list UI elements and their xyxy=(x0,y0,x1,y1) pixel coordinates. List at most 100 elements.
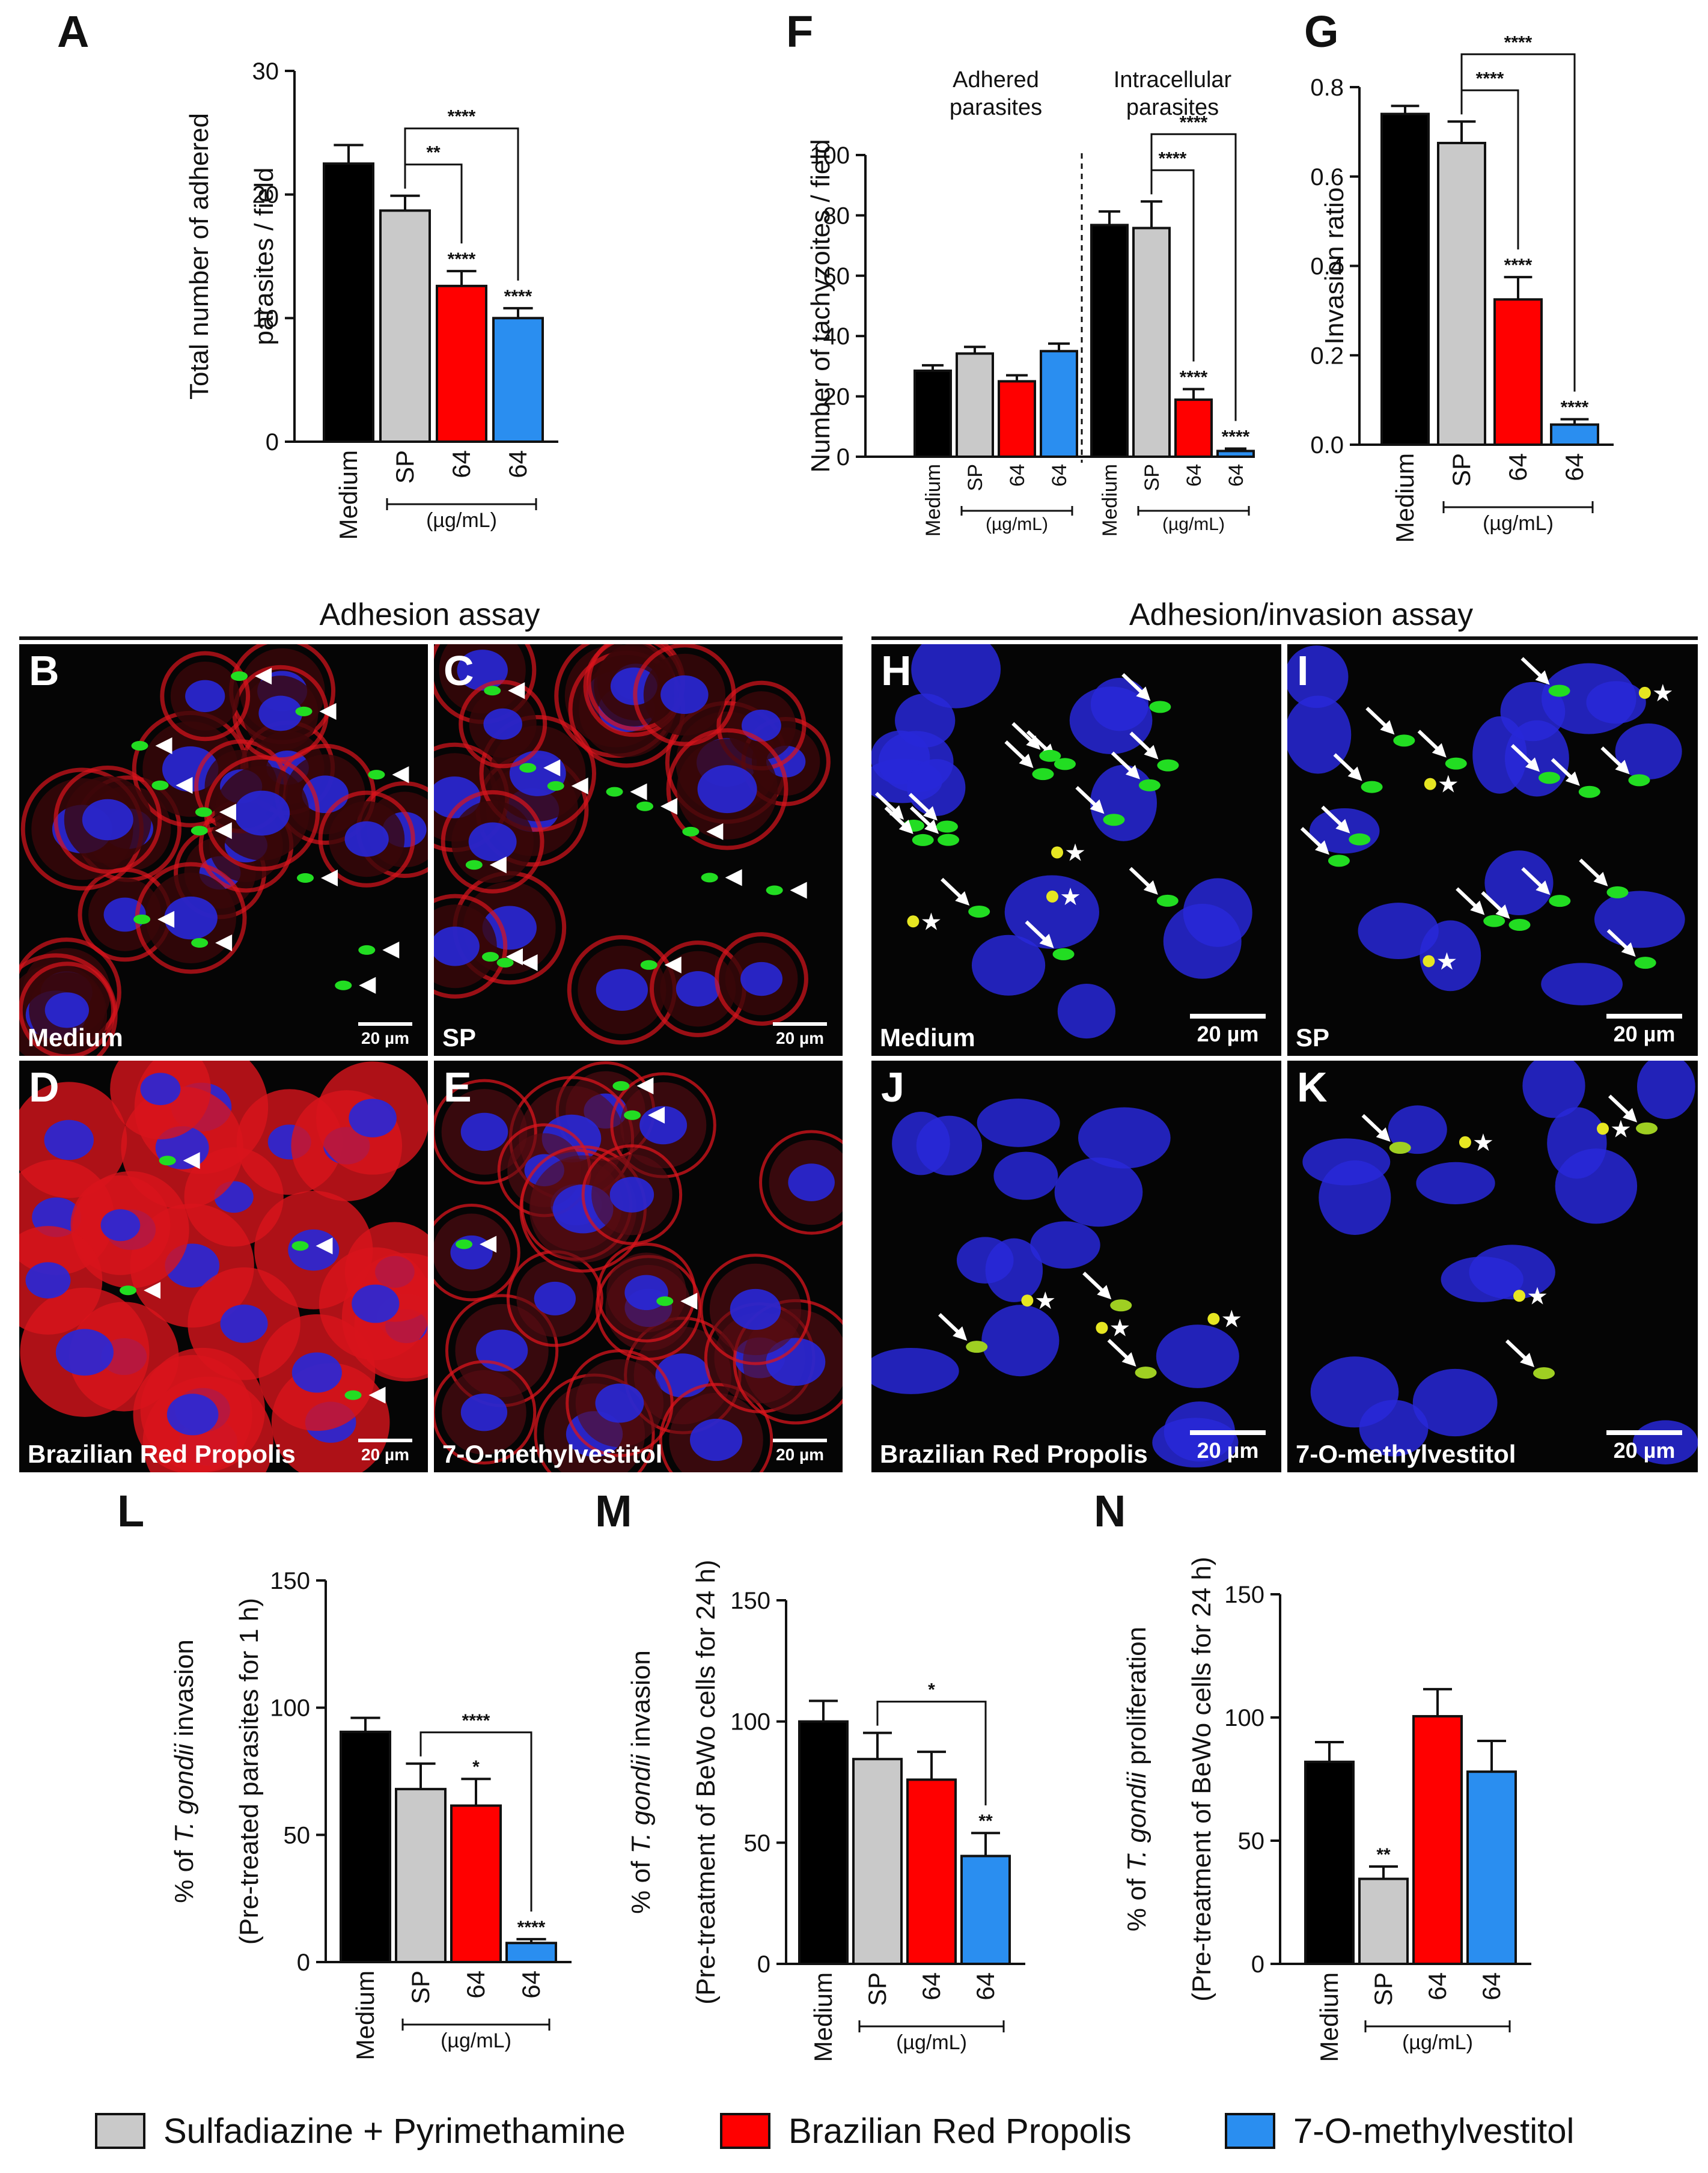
parasite xyxy=(120,1285,137,1296)
bar xyxy=(1412,1714,1463,1965)
nucleus xyxy=(740,962,783,996)
bar xyxy=(395,1788,447,1963)
nucleus xyxy=(1287,645,1349,709)
star-icon: ★ xyxy=(1472,1130,1494,1156)
bar xyxy=(906,1778,957,1965)
nucleus xyxy=(1359,1400,1429,1457)
scale-bar xyxy=(1190,1430,1266,1435)
bar xyxy=(450,1804,502,1963)
significance-label: **** xyxy=(448,249,476,269)
arrow-icon xyxy=(1347,766,1362,781)
y-tick-label: 150 xyxy=(1224,1582,1264,1608)
parasite xyxy=(936,820,958,833)
x-tick-label: 64 xyxy=(917,1972,945,2001)
x-tick-label: 64 xyxy=(1560,453,1588,481)
bar xyxy=(1132,227,1171,458)
arrow-icon xyxy=(898,819,913,834)
micrograph-letter: C xyxy=(444,647,474,694)
star-icon: ★ xyxy=(1527,1283,1548,1309)
arrow-icon xyxy=(1143,880,1158,895)
arrowhead-icon xyxy=(543,759,561,776)
nucleus xyxy=(660,675,709,715)
parasite xyxy=(1138,779,1161,791)
micrograph-label: SP xyxy=(1296,1023,1329,1052)
bar xyxy=(913,369,952,458)
nucleus xyxy=(25,1262,71,1299)
y-tick-label: 0 xyxy=(1251,1951,1264,1978)
x-tick-label: Medium xyxy=(922,464,945,537)
nucleus xyxy=(288,1229,340,1271)
x-tick-label: 64 xyxy=(517,1970,545,1999)
micrograph-letter: H xyxy=(881,647,912,694)
nucleus xyxy=(730,1288,781,1330)
nucleus xyxy=(895,693,956,748)
nucleus xyxy=(956,1237,1014,1284)
extracellular-parasite xyxy=(1051,846,1064,859)
micrograph-letter: K xyxy=(1297,1064,1328,1111)
nucleus xyxy=(907,759,966,816)
arrowhead-icon xyxy=(630,783,647,800)
significance-label: ** xyxy=(978,1811,993,1831)
y-tick-label: 80 xyxy=(823,203,850,229)
x-tick-label: 64 xyxy=(1225,464,1248,487)
panel-letter-l: L xyxy=(117,1486,144,1536)
actin-cytoskeleton xyxy=(434,1079,537,1185)
x-tick-label: Medium xyxy=(1099,464,1121,537)
parasite xyxy=(1103,814,1125,826)
y-tick-label: 50 xyxy=(1238,1828,1265,1855)
arrowhead-icon xyxy=(215,822,232,840)
arrow-icon xyxy=(1380,720,1395,735)
legend-swatch xyxy=(720,2113,770,2149)
nucleus xyxy=(44,1120,94,1160)
x-tick-label: 64 xyxy=(1423,1972,1451,2001)
bracket-label: ** xyxy=(426,143,441,163)
scale-bar-label: 20 µm xyxy=(776,1029,824,1047)
group-title: Intracellular xyxy=(1114,67,1232,93)
unit-label: (µg/mL) xyxy=(1162,514,1225,534)
arrow-icon xyxy=(1432,743,1447,758)
nucleus xyxy=(534,1281,576,1315)
bar xyxy=(956,352,994,458)
x-tick-label: 64 xyxy=(1006,464,1029,487)
nucleus xyxy=(892,1112,950,1175)
parasite xyxy=(1149,701,1171,713)
significance-bracket xyxy=(876,1701,987,1806)
panel-letter-m: M xyxy=(595,1486,632,1536)
y-tick-label: 100 xyxy=(1224,1705,1264,1731)
nucleus xyxy=(140,1073,181,1106)
bar xyxy=(340,1730,391,1963)
arrow-icon xyxy=(955,891,970,906)
arrowhead-icon xyxy=(144,1282,161,1299)
nucleus xyxy=(457,650,508,691)
significance-bracket xyxy=(1460,53,1576,392)
bar xyxy=(1358,1877,1409,1966)
y-tick-label: 20 xyxy=(252,182,279,209)
micrograph-b: B Medium 20 µm xyxy=(19,644,428,1056)
micrograph-e: E 7-O-methylvestitol 20 µm xyxy=(434,1061,843,1472)
y-tick-label: 0.6 xyxy=(1310,164,1344,190)
parasite xyxy=(640,960,657,970)
parasite xyxy=(1349,833,1371,846)
arrow-icon xyxy=(1144,745,1159,760)
parasite xyxy=(151,780,169,790)
arrowhead-icon xyxy=(382,941,400,958)
arrowhead-icon xyxy=(571,777,588,794)
arrowhead-icon xyxy=(706,823,724,840)
arrowhead-icon xyxy=(155,737,172,755)
parasite xyxy=(1054,758,1076,770)
arrowhead-icon xyxy=(505,948,523,966)
x-tick-label: 64 xyxy=(1048,464,1071,487)
nucleus xyxy=(1004,875,1099,949)
extracellular-parasite xyxy=(1638,686,1651,699)
arrow-icon xyxy=(1376,1127,1391,1142)
nucleus xyxy=(1547,1107,1607,1179)
x-tick-label: SP xyxy=(863,1972,891,2006)
bracket-label: **** xyxy=(462,1711,490,1731)
parasite xyxy=(1135,1367,1157,1379)
bar xyxy=(1437,141,1486,446)
arrow-icon xyxy=(1039,933,1054,948)
arrowhead-icon xyxy=(725,869,742,886)
y-axis-label: % of T. gondii invasion xyxy=(169,1639,199,1903)
actin-cytoskeleton xyxy=(659,1383,773,1472)
group-title: parasites xyxy=(1126,95,1219,120)
